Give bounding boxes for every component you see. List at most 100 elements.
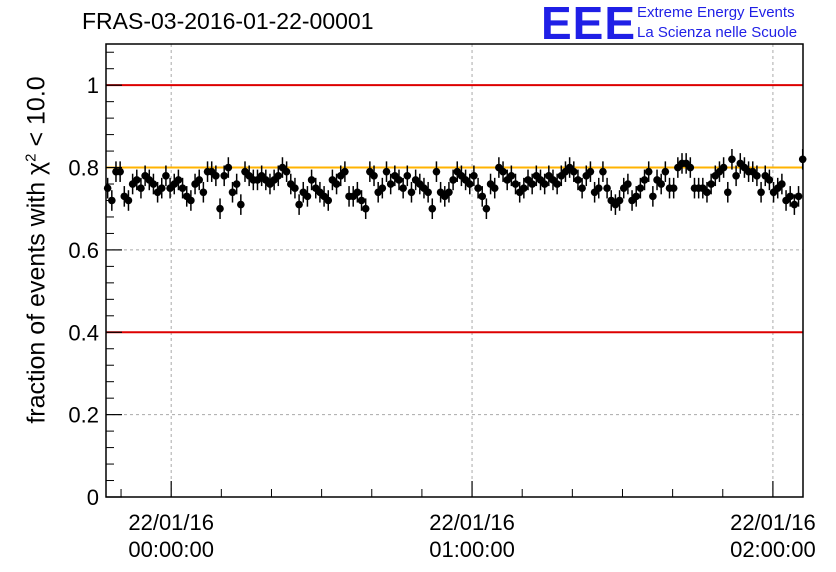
data-point: [553, 180, 561, 188]
data-point: [615, 196, 624, 205]
data-point: [216, 204, 224, 213]
data-point: [324, 196, 333, 205]
data-point: [624, 180, 632, 188]
data-point: [432, 167, 441, 176]
y-axis-label-symbol: χ: [22, 161, 51, 175]
data-point: [528, 180, 536, 188]
plot-frame: [105, 43, 804, 498]
data-point: [719, 163, 728, 172]
x-axis: 22/01/1600:00:0022/01/1601:00:0022/01/16…: [120, 481, 816, 562]
data-point: [474, 184, 482, 192]
data-point: [723, 188, 732, 197]
chart-title: FRAS-03-2016-01-22-00001: [82, 8, 374, 34]
data-point: [644, 167, 653, 176]
data-point: [465, 180, 474, 188]
data-point: [157, 184, 166, 192]
data-point: [636, 184, 645, 192]
data-point: [361, 204, 370, 213]
x-tick-time-label: 00:00:00: [128, 537, 214, 562]
data-point: [424, 188, 432, 197]
x-tick-time-label: 02:00:00: [730, 537, 816, 562]
data-point: [382, 167, 391, 176]
data-point: [449, 176, 457, 184]
data-point: [116, 167, 124, 176]
data-point: [357, 196, 366, 205]
data-point: [195, 176, 204, 184]
data-point: [307, 176, 316, 184]
x-tick-date-label: 22/01/16: [730, 510, 816, 535]
data-point: [786, 192, 795, 201]
data-point: [341, 167, 349, 176]
grid-lines: [106, 44, 803, 497]
data-point: [778, 180, 786, 188]
data-point: [728, 155, 736, 164]
data-point: [753, 171, 761, 180]
y-axis: 0 0.2 0.4 0.6 0.8 1: [68, 51, 122, 510]
data-point: [599, 167, 607, 176]
data-point: [187, 196, 195, 205]
data-point: [649, 192, 657, 201]
data-point: [445, 188, 453, 197]
data-point: [632, 192, 641, 201]
data-point: [162, 171, 170, 180]
x-tick-date-label: 22/01/16: [128, 510, 214, 535]
data-point: [603, 184, 611, 192]
data-point: [212, 171, 220, 180]
x-tick-time-label: 01:00:00: [429, 537, 515, 562]
data-point: [395, 176, 403, 184]
data-point: [578, 184, 586, 192]
data-point: [732, 171, 740, 180]
data-point: [407, 188, 416, 197]
logo-line-1: Extreme Energy Events: [637, 4, 795, 21]
data-points: [103, 149, 807, 220]
data-point: [403, 171, 412, 180]
data-point: [594, 184, 603, 192]
data-point: [569, 167, 578, 176]
data-point: [228, 188, 237, 197]
data-point: [386, 180, 395, 188]
y-tick-label: 0.4: [68, 320, 99, 345]
data-point: [174, 176, 183, 184]
data-point: [661, 167, 670, 176]
data-point: [303, 192, 312, 201]
data-point: [586, 167, 595, 176]
data-point: [574, 176, 582, 184]
data-point: [765, 176, 774, 184]
data-point: [237, 200, 245, 209]
data-point: [669, 184, 678, 192]
data-point: [520, 184, 528, 192]
data-point: [511, 180, 520, 188]
data-point: [178, 184, 187, 192]
data-point: [490, 184, 499, 192]
data-point: [132, 176, 141, 184]
data-point: [686, 163, 695, 172]
data-point: [657, 180, 665, 188]
y-tick-label: 0: [87, 485, 99, 510]
data-point: [507, 171, 516, 180]
data-point: [274, 171, 283, 180]
data-point: [370, 171, 378, 180]
data-point: [399, 184, 407, 192]
y-tick-label: 0.8: [68, 156, 99, 181]
data-point: [353, 188, 362, 197]
y-axis-label-suffix: < 10.0: [22, 76, 51, 154]
x-tick-date-label: 22/01/16: [429, 510, 515, 535]
data-point: [224, 163, 233, 172]
y-tick-label: 0.6: [68, 238, 99, 263]
data-point: [707, 180, 715, 188]
data-point: [794, 192, 803, 201]
logo-line-2: La Scienza nelle Scuole: [637, 24, 798, 41]
data-point: [282, 167, 291, 176]
data-point: [103, 184, 112, 192]
data-point: [291, 184, 299, 192]
data-point: [295, 200, 303, 209]
data-point: [137, 184, 145, 192]
data-point: [232, 180, 241, 188]
y-tick-label: 0.2: [68, 403, 99, 428]
data-point: [220, 171, 228, 180]
data-point: [124, 196, 133, 205]
data-point: [478, 192, 487, 201]
data-point: [757, 188, 765, 197]
data-point: [470, 171, 478, 180]
